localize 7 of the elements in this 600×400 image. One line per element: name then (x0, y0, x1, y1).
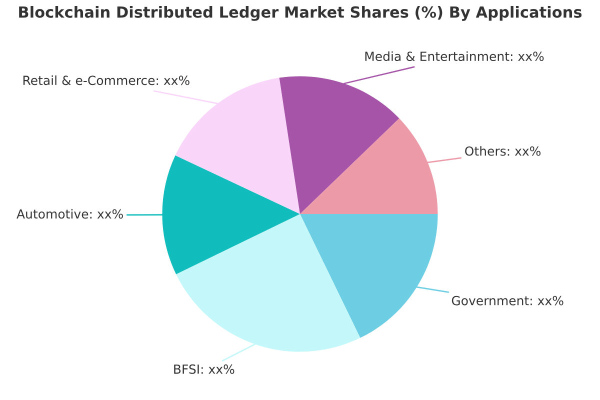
slice-label: Retail & e-Commerce: xx% (23, 75, 190, 86)
slice-label: Government: xx% (452, 296, 564, 306)
slice-label: Others: xx% (465, 146, 541, 156)
slice-label: Automotive: xx% (16, 208, 123, 219)
chart-title: Blockchain Distributed Ledger Market Shares (%) By Applications (19, 6, 582, 21)
slice-label: Media & Entertainment: xx% (365, 51, 544, 62)
slice-label: BFSI: xx% (174, 364, 234, 374)
